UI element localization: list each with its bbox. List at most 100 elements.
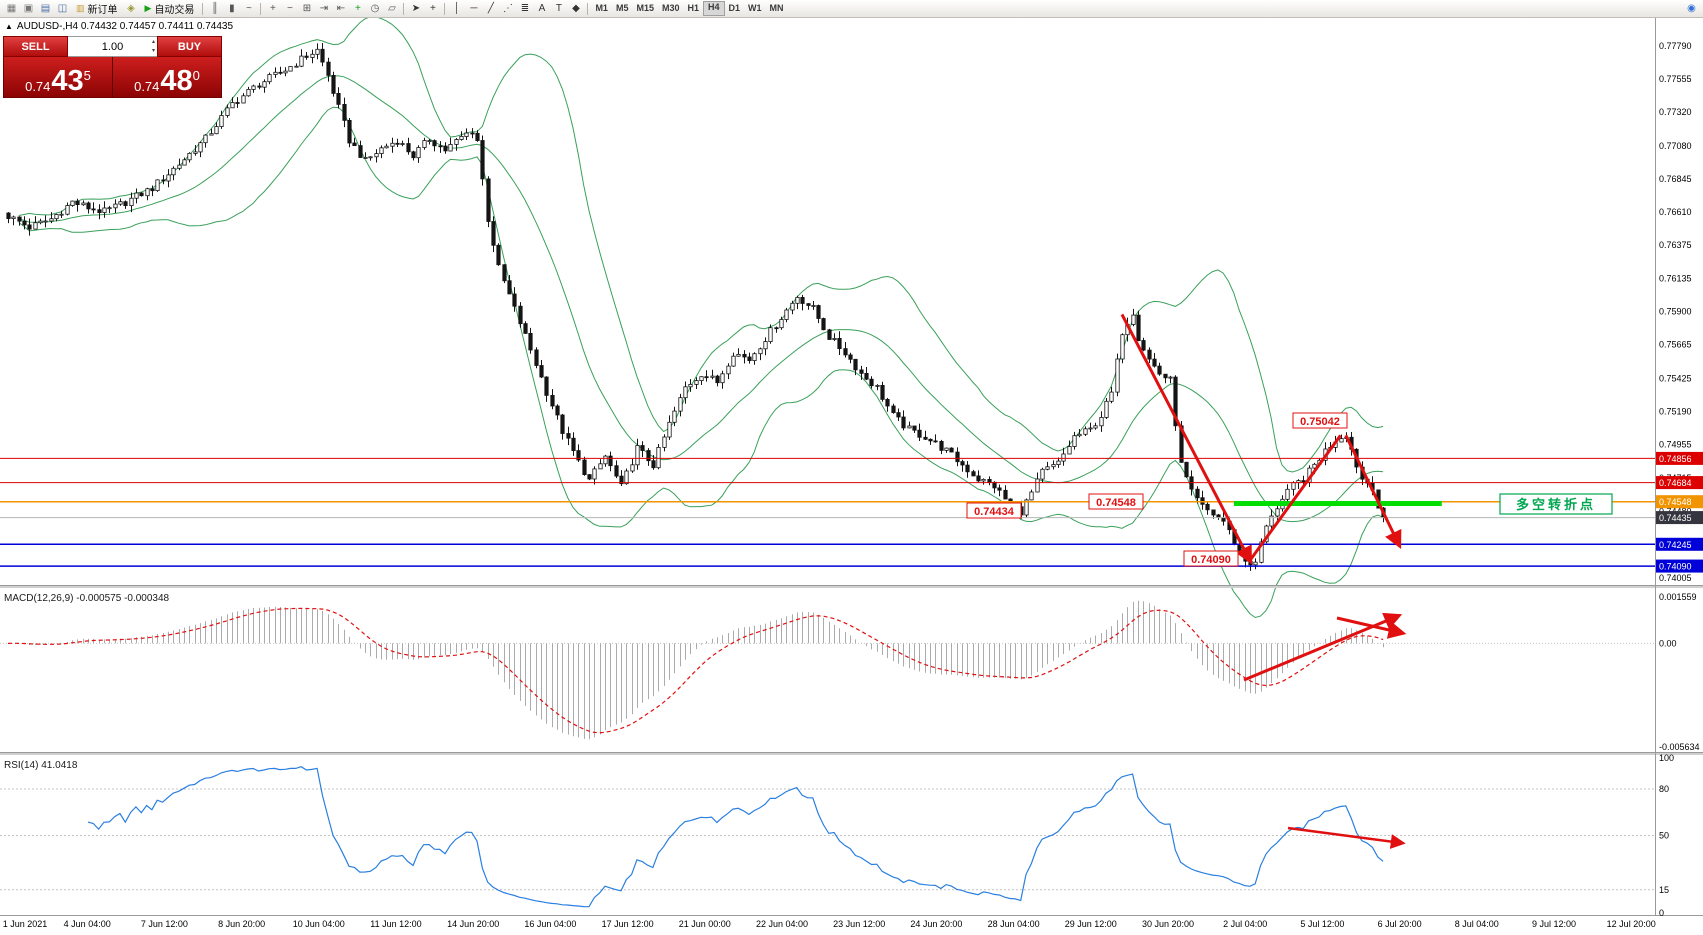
rsi-arrow[interactable] bbox=[1287, 826, 1406, 849]
bar-chart-icon[interactable]: ║ bbox=[211, 3, 219, 14]
svg-text:0.75425: 0.75425 bbox=[1659, 373, 1692, 383]
time-axis[interactable]: 1 Jun 2021 4 Jun 04:00 7 Jun 12:00 8 Jun 20… bbox=[3, 919, 1656, 929]
macd-panel[interactable] bbox=[0, 600, 1655, 740]
help-icon[interactable]: ◉ bbox=[1687, 3, 1696, 14]
spin-down-icon[interactable]: ▾ bbox=[151, 48, 155, 54]
time-axis-label: 17 Jun 12:00 bbox=[602, 919, 654, 929]
price-callout-box[interactable] bbox=[966, 502, 1022, 519]
time-axis-label: 2 Jul 04:00 bbox=[1223, 919, 1267, 929]
metaeditor-icon[interactable]: ◈ bbox=[127, 3, 135, 14]
svg-text:0.74435: 0.74435 bbox=[1659, 513, 1692, 523]
time-axis-label: 30 Jun 20:00 bbox=[1142, 919, 1194, 929]
autotrading-button[interactable]: ▶ 自动交易 bbox=[140, 2, 200, 16]
time-axis-label: 7 Jun 12:00 bbox=[141, 919, 188, 929]
price-callout-text[interactable]: 0.74434 bbox=[974, 506, 1015, 518]
collapse-panel-icon[interactable]: ▲ bbox=[5, 22, 13, 31]
trend-arrow[interactable] bbox=[1120, 313, 1252, 565]
price-callout-text[interactable]: 0.75042 bbox=[1300, 416, 1340, 428]
chart-shift-icon[interactable]: ⇤ bbox=[336, 3, 346, 14]
timeframe-m5-button[interactable]: M5 bbox=[615, 3, 629, 13]
fibonacci-icon[interactable]: ≣ bbox=[520, 3, 530, 14]
rsi-panel[interactable] bbox=[0, 766, 1655, 908]
svg-text:0.76610: 0.76610 bbox=[1659, 207, 1692, 217]
zoom-out-icon[interactable]: − bbox=[287, 3, 293, 14]
svg-text:15: 15 bbox=[1659, 885, 1669, 895]
bollinger-band bbox=[18, 106, 1384, 619]
text-label-icon[interactable]: T bbox=[555, 3, 562, 14]
line-chart-icon[interactable]: ~ bbox=[246, 3, 252, 14]
sell-button[interactable]: SELL bbox=[3, 36, 68, 57]
toolbar-separator bbox=[444, 2, 446, 15]
candlestick-chart-icon[interactable]: ▮ bbox=[229, 3, 235, 14]
crosshair-icon[interactable]: + bbox=[430, 3, 436, 14]
buy-price-small: 0.74 bbox=[134, 79, 160, 94]
timeframe-w1-button[interactable]: W1 bbox=[748, 3, 762, 13]
periods-icon[interactable]: ◷ bbox=[370, 3, 380, 14]
timeframe-mn-button[interactable]: MN bbox=[769, 3, 784, 13]
toolbar-separator bbox=[202, 2, 204, 15]
profiles-icon[interactable]: ▣ bbox=[23, 3, 34, 14]
tile-windows-icon[interactable]: ⊞ bbox=[302, 3, 312, 14]
time-axis-label: 12 Jul 20:00 bbox=[1607, 919, 1656, 929]
time-axis-label: 21 Jun 00:00 bbox=[679, 919, 731, 929]
macd-arrow[interactable] bbox=[1336, 616, 1407, 639]
new-order-button-label: 新订单 bbox=[87, 5, 118, 16]
svg-text:0.77080: 0.77080 bbox=[1659, 141, 1692, 151]
main-price-panel[interactable]: 0.75042 0.74548 0.74434 0.74090 bbox=[0, 16, 1655, 619]
price-callout-text[interactable]: 0.74548 bbox=[1096, 497, 1136, 509]
templates-icon[interactable]: ▱ bbox=[388, 3, 396, 14]
timeframe-m1-button[interactable]: M1 bbox=[595, 3, 608, 13]
price-callout-box[interactable] bbox=[1088, 493, 1144, 510]
trend-arrow[interactable] bbox=[1344, 434, 1402, 550]
vertical-line-icon[interactable]: │ bbox=[453, 3, 461, 14]
auto-scroll-icon[interactable]: ⇥ bbox=[319, 3, 329, 14]
arrow-objects-icon[interactable]: ◆ bbox=[572, 3, 580, 14]
time-axis-label: 22 Jun 04:00 bbox=[756, 919, 808, 929]
new-chart-icon[interactable]: ▦ bbox=[6, 3, 17, 14]
note-box[interactable] bbox=[1499, 493, 1613, 515]
buy-button[interactable]: BUY bbox=[157, 36, 222, 57]
new-order-button[interactable]: ▥ 新订单 bbox=[71, 2, 123, 16]
svg-text:0.74955: 0.74955 bbox=[1659, 439, 1692, 449]
volume-spinner[interactable]: ▴ ▾ bbox=[152, 38, 155, 56]
time-axis-label: 4 Jun 04:00 bbox=[64, 919, 111, 929]
trend-arrow[interactable] bbox=[1248, 434, 1342, 562]
timeframe-h1-button[interactable]: H1 bbox=[687, 3, 700, 13]
time-axis-label: 29 Jun 12:00 bbox=[1065, 919, 1117, 929]
price-callout-text[interactable]: 0.74090 bbox=[1191, 554, 1231, 566]
text-icon[interactable]: A bbox=[538, 3, 546, 14]
price-callout-box[interactable] bbox=[1292, 412, 1348, 429]
svg-text:0.75900: 0.75900 bbox=[1659, 307, 1692, 317]
navigator-icon[interactable]: ◫ bbox=[57, 3, 68, 14]
trendline-icon[interactable]: ╱ bbox=[487, 3, 494, 14]
timeframe-d1-button[interactable]: D1 bbox=[728, 3, 741, 13]
toolbar: ▦ ▣ ▤ ◫ ▥ 新订单 ◈ ▶ 自动交易 ║ ▮ ~ + − ⊞ ⇥ ⇤ + ◷ ▱ ➤ + │ ─ ╱ ⋰ ≣ A T ◆ M1 M5 M… bbox=[0, 0, 1703, 18]
market-watch-icon[interactable]: ▤ bbox=[40, 3, 51, 14]
price-callout-box[interactable] bbox=[1183, 550, 1239, 567]
zoom-in-icon[interactable]: + bbox=[270, 3, 276, 14]
svg-text:0.75665: 0.75665 bbox=[1659, 340, 1692, 350]
channel-icon[interactable]: ⋰ bbox=[502, 3, 513, 14]
horizontal-line-icon[interactable]: ─ bbox=[470, 3, 478, 14]
indicators-add-icon[interactable]: + bbox=[355, 3, 361, 14]
svg-text:0.77555: 0.77555 bbox=[1659, 74, 1692, 84]
toolbar-separator bbox=[403, 2, 405, 15]
svg-text:100: 100 bbox=[1659, 753, 1674, 763]
note-text[interactable]: 多空转折点 bbox=[1516, 497, 1596, 512]
one-click-trading-panel: SELL 1.00 ▴ ▾ BUY 0.74 43 5 0.74 48 0 bbox=[3, 36, 222, 98]
timeframe-m30-button[interactable]: M30 bbox=[661, 3, 680, 13]
sell-price[interactable]: 0.74 43 5 bbox=[4, 57, 112, 97]
time-axis-label: 10 Jun 04:00 bbox=[293, 919, 345, 929]
timeframe-m15-button[interactable]: M15 bbox=[636, 3, 654, 13]
volume-input[interactable]: 1.00 ▴ ▾ bbox=[68, 36, 157, 57]
bollinger-band bbox=[18, 16, 1384, 473]
timeframe-h4-button[interactable]: H4 bbox=[703, 1, 725, 16]
spin-up-icon[interactable]: ▴ bbox=[151, 39, 155, 45]
cursor-icon[interactable]: ➤ bbox=[411, 3, 421, 14]
autotrading-button-label: 自动交易 bbox=[154, 5, 195, 16]
svg-text:0.77320: 0.77320 bbox=[1659, 107, 1692, 117]
buy-price[interactable]: 0.74 48 0 bbox=[113, 57, 221, 97]
